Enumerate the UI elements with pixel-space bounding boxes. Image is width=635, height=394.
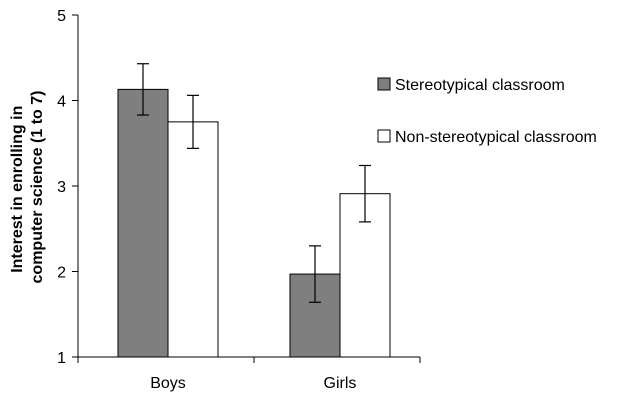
legend: Stereotypical classroom Non-stereotypical… bbox=[377, 77, 597, 146]
legend-swatch bbox=[377, 77, 391, 91]
bar bbox=[167, 121, 219, 358]
bar bbox=[117, 88, 169, 358]
x-category-label: Girls bbox=[324, 375, 357, 392]
y-ticks: 1 2 3 4 5 bbox=[57, 8, 78, 367]
legend-label: Non-stereotypical classroom bbox=[395, 129, 597, 146]
y-tick-label: 1 bbox=[57, 350, 66, 367]
y-axis-title-line-1: Interest in enrolling in bbox=[9, 106, 26, 273]
bars bbox=[117, 88, 391, 358]
y-tick-label: 2 bbox=[57, 265, 66, 282]
y-axis-title-line-2: computer science (1 to 7) bbox=[29, 91, 46, 284]
error-bars bbox=[137, 63, 371, 303]
x-categories: Boys Girls bbox=[77, 357, 421, 392]
legend-label: Stereotypical classroom bbox=[395, 77, 565, 94]
y-tick-label: 4 bbox=[57, 94, 66, 111]
x-category-label: Boys bbox=[150, 375, 186, 392]
legend-swatch bbox=[377, 129, 391, 143]
y-tick-label: 5 bbox=[57, 8, 66, 25]
y-tick-label: 3 bbox=[57, 179, 66, 196]
y-axis-title: Interest in enrolling in computer scienc… bbox=[9, 91, 46, 284]
